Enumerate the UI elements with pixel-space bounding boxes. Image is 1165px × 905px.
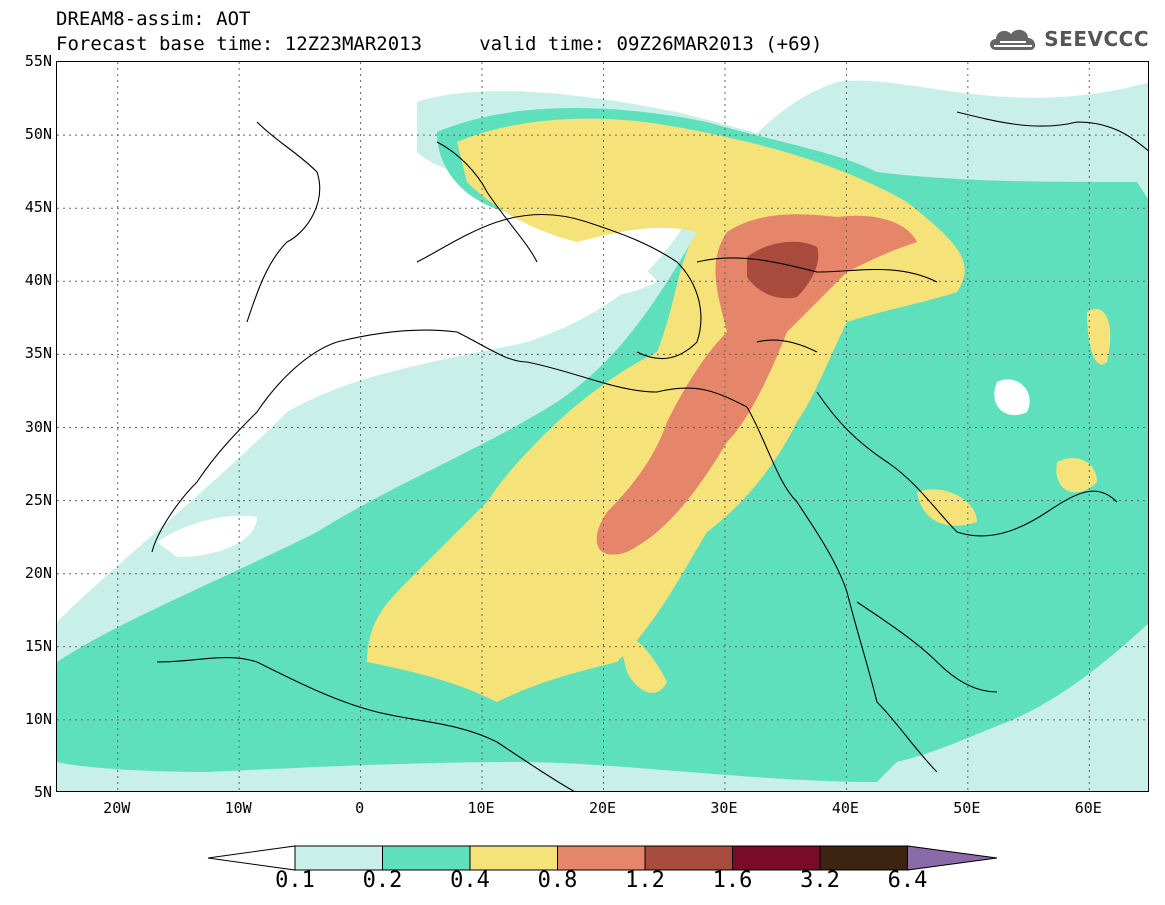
lat-tick-label: 10N [24, 709, 52, 728]
aot-clear-areas [157, 258, 1030, 557]
colorbar-swatch [382, 845, 471, 871]
aot-map [57, 62, 1148, 791]
colorbar-swatch [732, 845, 821, 871]
lat-tick-label: 55N [24, 52, 52, 70]
forecast-times: Forecast base time: 12Z23MAR2013 valid t… [56, 33, 823, 55]
aot-contour-1.2 [747, 241, 819, 299]
colorbar-level-label: 0.4 [450, 868, 490, 893]
colorbar-level-label: 6.4 [887, 868, 928, 893]
lon-tick-label: 0 [355, 799, 365, 817]
lon-tick-label: 20W [103, 799, 131, 817]
lon-tick-label: 20E [588, 799, 617, 817]
lon-tick-label: 10W [224, 799, 252, 817]
colorbar-swatch [469, 845, 558, 871]
map-panel[interactable] [56, 61, 1149, 792]
colorbar-under-arrow [207, 845, 296, 871]
coastlines [151, 111, 1148, 791]
colorbar-level-label: 0.8 [537, 868, 578, 893]
lat-tick-label: 20N [24, 563, 52, 582]
lat-tick-label: 35N [24, 344, 52, 363]
cloud-icon [990, 29, 1036, 50]
aot-contour-0.8 [596, 214, 917, 555]
seevccc-logo: SEEVCCC [986, 24, 1149, 54]
lon-tick-label: 10E [467, 799, 495, 817]
colorbar-swatch [819, 845, 908, 871]
lat-tick-label: 45N [24, 198, 52, 217]
lat-tick-label: 15N [24, 636, 52, 655]
lon-tick-label: 60E [1074, 799, 1102, 817]
lon-tick-label: 40E [831, 799, 859, 817]
lon-tick-label: 50E [953, 799, 981, 817]
lat-tick-label: 30N [24, 417, 52, 436]
colorbar-level-label: 0.1 [275, 868, 315, 893]
lat-tick-label: 50N [24, 125, 52, 144]
colorbar-level-label: 1.6 [712, 868, 753, 893]
lat-tick-label: 40N [24, 271, 52, 290]
map-title: DREAM8-assim: AOT [56, 8, 251, 30]
lat-tick-label: 5N [33, 783, 52, 801]
colorbar-swatch [294, 845, 383, 871]
logo-text: SEEVCCC [1044, 27, 1149, 51]
colorbar-level-label: 1.2 [625, 868, 665, 893]
colorbar-swatch [557, 845, 646, 871]
colorbar-level-label: 3.2 [800, 868, 840, 893]
colorbar [207, 845, 998, 871]
colorbar-swatch [644, 845, 733, 871]
colorbar-over-arrow [907, 845, 998, 871]
lon-tick-label: 30E [710, 799, 738, 817]
lat-tick-label: 25N [24, 490, 52, 509]
colorbar-level-label: 0.2 [362, 868, 403, 893]
